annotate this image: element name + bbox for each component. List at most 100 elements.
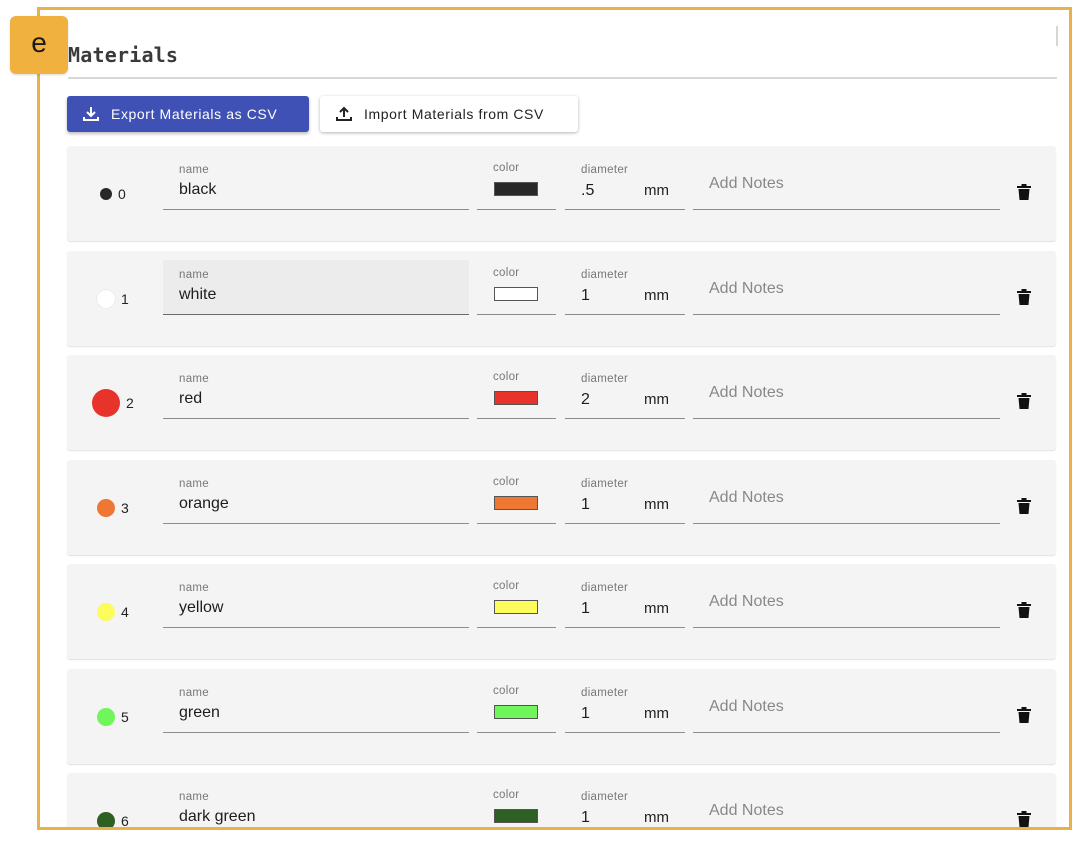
diameter-field[interactable]: diameter 2 mm	[565, 364, 685, 419]
diameter-field[interactable]: diameter 1 mm	[565, 260, 685, 315]
diameter-label: diameter	[581, 164, 629, 176]
delete-icon[interactable]	[1017, 811, 1031, 827]
notes-field[interactable]: Add Notes	[693, 364, 1000, 419]
material-row: 0 name black color diameter .5 mm Add Notes	[67, 146, 1056, 241]
color-swatch-dot	[97, 812, 115, 827]
color-picker-swatch[interactable]	[494, 705, 538, 719]
color-field[interactable]: color	[477, 260, 556, 315]
notes-placeholder: Add Notes	[709, 802, 784, 819]
diameter-value: 2	[581, 391, 590, 408]
diameter-unit: mm	[644, 496, 669, 513]
notes-placeholder: Add Notes	[709, 489, 784, 506]
name-value: red	[179, 390, 203, 407]
notes-field[interactable]: Add Notes	[693, 782, 1000, 827]
color-picker-swatch[interactable]	[494, 287, 538, 301]
diameter-unit: mm	[644, 705, 669, 722]
notes-field[interactable]: Add Notes	[693, 678, 1000, 733]
color-picker-swatch[interactable]	[494, 600, 538, 614]
name-label: name	[179, 373, 209, 385]
export-csv-label: Export Materials as CSV	[111, 106, 278, 122]
notes-placeholder: Add Notes	[709, 698, 784, 715]
upload-icon	[336, 106, 352, 121]
name-label: name	[179, 164, 209, 176]
notes-placeholder: Add Notes	[709, 280, 784, 297]
title-divider	[68, 77, 1057, 79]
color-label: color	[493, 267, 520, 279]
material-index: 6	[121, 813, 129, 829]
diameter-unit: mm	[644, 391, 669, 408]
name-field[interactable]: name dark green	[163, 782, 469, 827]
name-label: name	[179, 269, 209, 281]
delete-icon[interactable]	[1017, 498, 1031, 514]
diameter-field[interactable]: diameter 1 mm	[565, 469, 685, 524]
scrollbar[interactable]	[1056, 26, 1058, 46]
diameter-value: 1	[581, 705, 590, 722]
name-value: green	[179, 704, 220, 721]
import-csv-button[interactable]: Import Materials from CSV	[320, 96, 578, 132]
color-label: color	[493, 685, 520, 697]
notes-field[interactable]: Add Notes	[693, 573, 1000, 628]
diameter-field[interactable]: diameter .5 mm	[565, 155, 685, 210]
name-field[interactable]: name red	[163, 364, 469, 419]
name-label: name	[179, 791, 209, 803]
name-value: yellow	[179, 599, 224, 616]
color-label: color	[493, 371, 520, 383]
diameter-label: diameter	[581, 687, 629, 699]
diameter-field[interactable]: diameter 1 mm	[565, 782, 685, 827]
delete-icon[interactable]	[1017, 707, 1031, 723]
color-picker-swatch[interactable]	[494, 809, 538, 823]
color-field[interactable]: color	[477, 469, 556, 524]
diameter-value: 1	[581, 496, 590, 513]
color-picker-swatch[interactable]	[494, 496, 538, 510]
delete-icon[interactable]	[1017, 289, 1031, 305]
diameter-unit: mm	[644, 182, 669, 199]
name-field[interactable]: name yellow	[163, 573, 469, 628]
material-index: 0	[118, 186, 126, 202]
color-label: color	[493, 476, 520, 488]
delete-icon[interactable]	[1017, 184, 1031, 200]
name-field[interactable]: name green	[163, 678, 469, 733]
diameter-unit: mm	[644, 287, 669, 304]
diameter-label: diameter	[581, 478, 629, 490]
name-field[interactable]: name orange	[163, 469, 469, 524]
material-row: 2 name red color diameter 2 mm Add Notes	[67, 355, 1056, 450]
name-field[interactable]: name white	[163, 260, 469, 315]
color-picker-swatch[interactable]	[494, 391, 538, 405]
name-value: black	[179, 181, 217, 198]
notes-field[interactable]: Add Notes	[693, 260, 1000, 315]
diameter-label: diameter	[581, 269, 629, 281]
color-swatch-dot	[92, 389, 120, 417]
color-field[interactable]: color	[477, 782, 556, 827]
color-swatch-dot	[97, 708, 115, 726]
color-field[interactable]: color	[477, 364, 556, 419]
color-picker-swatch[interactable]	[494, 182, 538, 196]
name-value: orange	[179, 495, 229, 512]
material-index: 5	[121, 709, 129, 725]
notes-field[interactable]: Add Notes	[693, 155, 1000, 210]
diameter-field[interactable]: diameter 1 mm	[565, 678, 685, 733]
name-value: white	[179, 286, 217, 303]
notes-placeholder: Add Notes	[709, 384, 784, 401]
material-row: 3 name orange color diameter 1 mm Add Notes	[67, 460, 1056, 555]
delete-icon[interactable]	[1017, 602, 1031, 618]
color-field[interactable]: color	[477, 678, 556, 733]
delete-icon[interactable]	[1017, 393, 1031, 409]
materials-panel: Materials Export Materials as CSV Import…	[37, 7, 1072, 830]
name-value: dark green	[179, 808, 256, 825]
diameter-unit: mm	[644, 600, 669, 617]
diameter-label: diameter	[581, 791, 629, 803]
name-field[interactable]: name black	[163, 155, 469, 210]
color-field[interactable]: color	[477, 155, 556, 210]
material-index: 1	[121, 291, 129, 307]
material-index: 3	[121, 500, 129, 516]
color-swatch-dot	[97, 499, 115, 517]
diameter-value: 1	[581, 287, 590, 304]
export-csv-button[interactable]: Export Materials as CSV	[67, 96, 309, 132]
name-label: name	[179, 478, 209, 490]
notes-field[interactable]: Add Notes	[693, 469, 1000, 524]
color-field[interactable]: color	[477, 573, 556, 628]
name-label: name	[179, 687, 209, 699]
name-label: name	[179, 582, 209, 594]
diameter-value: 1	[581, 600, 590, 617]
diameter-field[interactable]: diameter 1 mm	[565, 573, 685, 628]
